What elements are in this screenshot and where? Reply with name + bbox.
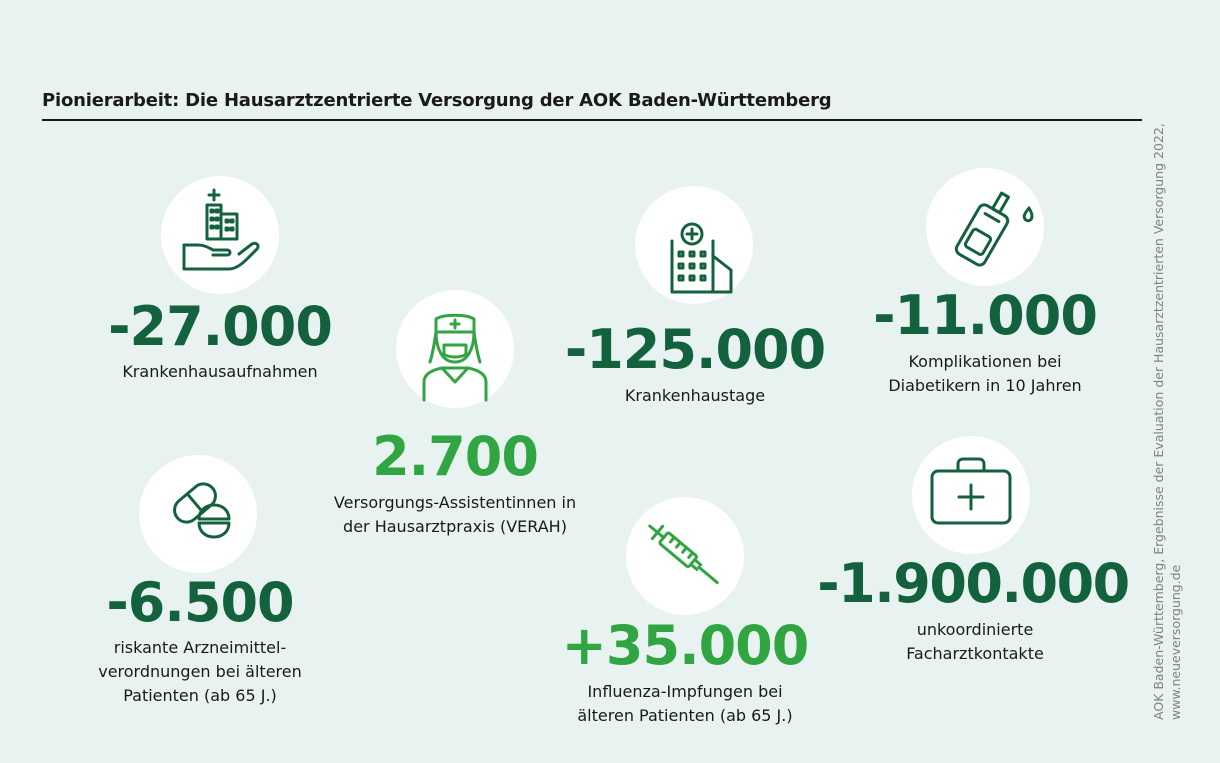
stat-label-line: Facharztkontakte: [906, 644, 1044, 663]
stat-label-krankenhausaufnahmen: Krankenhausaufnahmen: [80, 360, 360, 384]
source-note: AOK Baden-Württemberg, Ergebnisse der Ev…: [1150, 123, 1194, 720]
stat-value-krankenhausaufnahmen: -27.000: [108, 295, 333, 358]
pills-icon: [139, 455, 257, 573]
stat-label-krankenhaustage: Krankenhaustage: [555, 384, 835, 408]
stat-label-arzneimittel: riskante Arzneimittel- verordnungen bei …: [50, 636, 350, 708]
stat-label-line: Komplikationen bei: [908, 352, 1062, 371]
stat-label-line: riskante Arzneimittel-: [113, 638, 287, 657]
stat-label-line: Krankenhaustage: [624, 386, 766, 405]
stat-label-influenza: Influenza-Impfungen bei älteren Patiente…: [530, 680, 840, 728]
stat-label-line: Diabetikern in 10 Jahren: [888, 376, 1082, 395]
stat-value-influenza: +35.000: [561, 614, 810, 677]
syringe-icon: [626, 497, 744, 615]
stat-label-line: der Hausarztpraxis (VERAH): [343, 517, 567, 536]
stat-value-facharztkontakte: -1.900.000: [817, 552, 1130, 615]
title-divider: [42, 119, 1142, 121]
stat-label-line: älteren Patienten (ab 65 J.): [577, 706, 793, 725]
stat-label-line: verordnungen bei älteren: [98, 662, 302, 681]
stat-label-line: unkoordinierte: [916, 620, 1034, 639]
stat-label-line: Patienten (ab 65 J.): [123, 686, 277, 705]
source-line-2: www.neueversorgung.de: [1168, 564, 1183, 720]
stat-label-verah: Versorgungs-Assistentinnen in der Hausar…: [290, 491, 620, 539]
stat-value-diabetes: -11.000: [873, 284, 1098, 347]
stat-value-krankenhaustage: -125.000: [564, 318, 826, 381]
source-line-1: AOK Baden-Württemberg, Ergebnisse der Ev…: [1151, 123, 1166, 720]
glucose-meter-icon: [926, 168, 1044, 286]
stat-label-line: Krankenhausaufnahmen: [122, 362, 318, 381]
stat-value-arzneimittel: -6.500: [106, 571, 294, 634]
stat-label-facharztkontakte: unkoordinierte Facharztkontakte: [820, 618, 1130, 666]
stat-label-line: Versorgungs-Assistentinnen in: [333, 493, 577, 512]
first-aid-kit-icon: [912, 436, 1030, 554]
stat-label-diabetes: Komplikationen bei Diabetikern in 10 Jah…: [830, 350, 1140, 398]
hospital-hand-icon: [161, 176, 279, 294]
stat-value-verah: 2.700: [372, 425, 539, 488]
hospital-building-icon: [635, 186, 753, 304]
page-title: Pionierarbeit: Die Hausarztzentrierte Ve…: [42, 90, 832, 111]
nurse-icon: [396, 290, 514, 408]
stat-label-line: Influenza-Impfungen bei: [587, 682, 783, 701]
